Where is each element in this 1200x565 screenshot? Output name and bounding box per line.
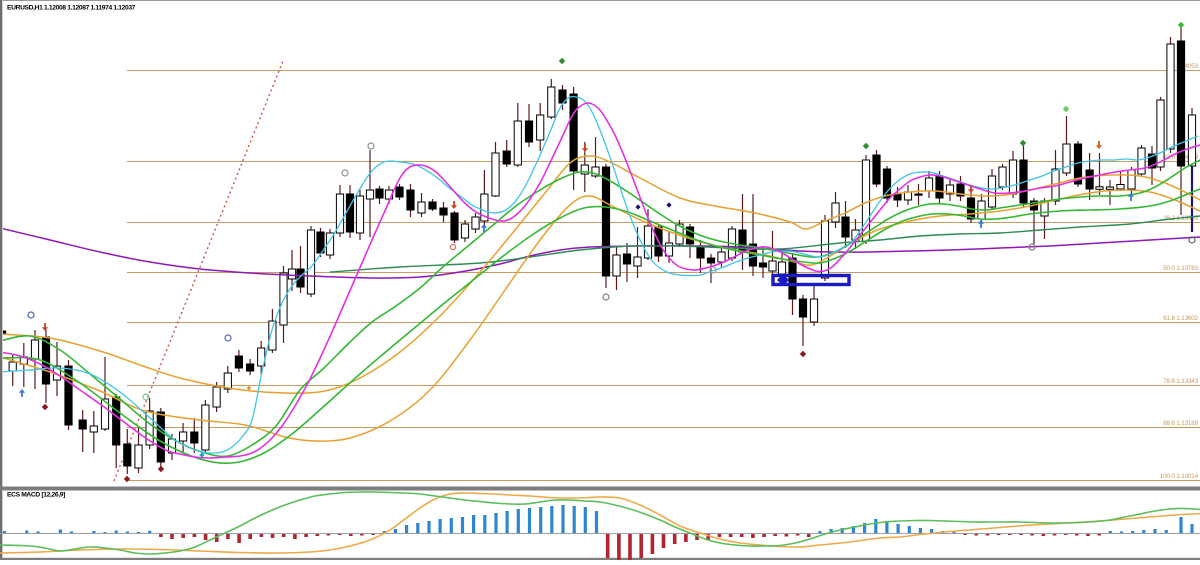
svg-text:100.0 1.13014: 100.0 1.13014 xyxy=(1160,473,1199,480)
svg-text:61.8 1.13602: 61.8 1.13602 xyxy=(1163,315,1199,322)
svg-text:EURUSD,H1 1.12008 1.12087 1.1: EURUSD,H1 1.12008 1.12087 1.11974 1.1203… xyxy=(7,5,136,12)
svg-text:78.6 1.13343: 78.6 1.13343 xyxy=(1163,378,1199,385)
svg-text:ECS MACD [12,26,9]: ECS MACD [12,26,9] xyxy=(7,492,65,499)
svg-text:50.0 1.13783: 50.0 1.13783 xyxy=(1163,265,1199,272)
svg-text:88.6 1.13189: 88.6 1.13189 xyxy=(1163,420,1199,427)
